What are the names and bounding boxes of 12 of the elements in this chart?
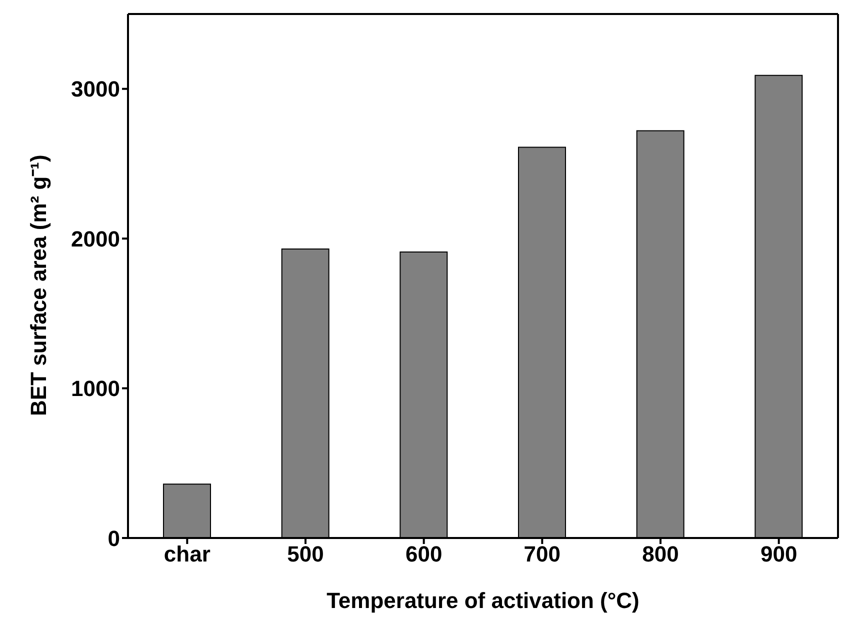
y-tick-label: 0 (108, 526, 120, 551)
y-axis-title: BET surface area (m² g⁻¹) (26, 154, 51, 416)
x-tick-label: 800 (642, 542, 679, 567)
x-tick-label: 500 (287, 542, 324, 567)
x-tick-label: 700 (524, 542, 561, 567)
x-axis-title: Temperature of activation (°C) (326, 588, 640, 613)
x-tick-label: 900 (760, 542, 798, 567)
x-tick-label: 600 (405, 542, 442, 567)
x-tick-label: char (164, 542, 211, 567)
y-tick-label: 2000 (71, 226, 120, 252)
y-tick-label: 1000 (71, 376, 120, 402)
y-tick-label: 3000 (71, 76, 120, 102)
